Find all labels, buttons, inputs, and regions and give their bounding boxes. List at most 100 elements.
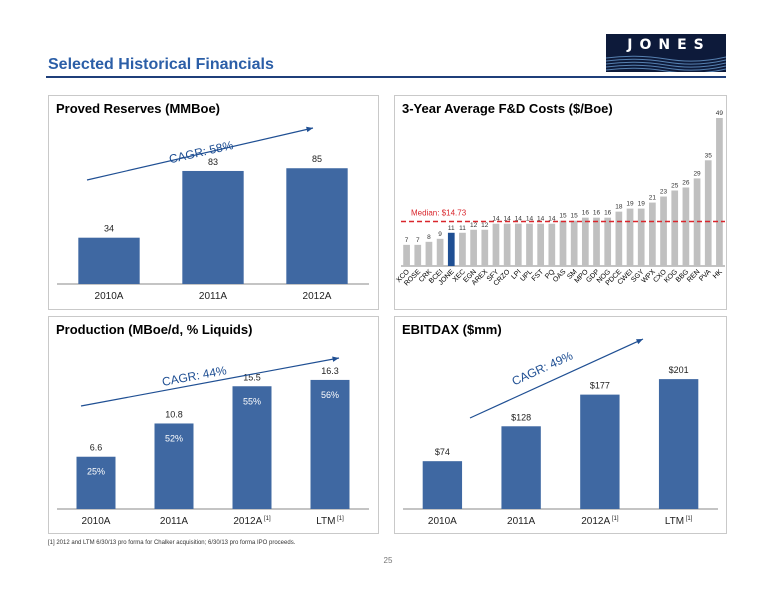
bar-sfy: [492, 223, 500, 266]
value-label: 16.3: [321, 366, 339, 376]
bar-sm: [570, 220, 578, 266]
ebitdax-chart: $74 2010A $128 2011A $177 2012A [1] $201 LTM [1…: [403, 338, 718, 527]
category-label: 2012A: [303, 291, 332, 302]
bar-2012a: [232, 386, 272, 509]
value-label: 7: [405, 237, 409, 244]
value-label: 19: [626, 201, 634, 208]
fd-costs-chart: 7XCO7ROSE8CRK9BCEI11JONE11XEC12EGN12AREX…: [395, 110, 725, 287]
page-number: 25: [383, 556, 393, 565]
bar-wpx: [649, 202, 656, 266]
value-label: 11: [448, 225, 455, 232]
bar-2012a: [286, 168, 348, 284]
bar-jone: [447, 232, 455, 266]
liquids-pct-label: 56%: [321, 390, 339, 400]
value-label: 12: [481, 222, 489, 229]
ticker-label: HK: [712, 268, 724, 280]
liquids-pct-label: 52%: [165, 433, 183, 443]
value-label: 8: [427, 234, 431, 241]
category-label: LTM [1]: [316, 516, 344, 527]
median-label: Median: $14.73: [411, 209, 467, 218]
value-label: 15.5: [243, 372, 261, 382]
value-label: 29: [693, 170, 701, 177]
value-label: 49: [716, 110, 724, 117]
trend-arrow-line: [80, 357, 340, 407]
logo-text: JONES: [627, 37, 711, 53]
title-divider: [46, 76, 726, 78]
value-label: 16: [604, 210, 612, 217]
ebitdax-panel: EBITDAX ($mm) $74 2010A $128 2011A $177 2012A…: [394, 316, 727, 534]
value-label: $201: [669, 365, 689, 375]
bar-pva: [704, 160, 712, 266]
bar-kog: [671, 190, 679, 266]
fd-costs-title: 3-Year Average F&D Costs ($/Boe): [402, 101, 613, 116]
bar-2010a: [78, 237, 140, 284]
bar-bcei: [436, 238, 444, 266]
value-label: 23: [660, 189, 668, 196]
bar-crzo: [503, 223, 511, 266]
bar-xco: [403, 244, 410, 266]
value-label: 35: [705, 152, 713, 159]
proved-reserves-panel: Proved Reserves (MMBoe) 34 2010A 83 2011A 85…: [48, 95, 379, 310]
bar-ltm: [658, 379, 699, 509]
value-label: 26: [682, 179, 690, 186]
liquids-pct-label: 25%: [87, 467, 105, 477]
category-label: 2011A: [507, 516, 536, 527]
category-label: 2011A: [199, 291, 228, 302]
bar-hk: [716, 118, 723, 266]
trend-arrow-head: [636, 339, 643, 345]
value-label: 14: [515, 216, 523, 223]
category-label: 2011A: [160, 516, 189, 527]
bar-2011a: [154, 423, 194, 509]
trend-arrow-line: [86, 127, 314, 181]
bar-cxo: [660, 196, 667, 266]
value-label: 83: [208, 157, 218, 167]
bar-2010a: [76, 456, 116, 509]
cagr-label: CAGR: 49%: [510, 348, 576, 388]
category-label: 2010A: [428, 516, 457, 527]
value-label: $128: [511, 412, 531, 422]
bar-arex: [481, 229, 489, 266]
bar-pdce: [615, 211, 623, 266]
value-label: 18: [615, 204, 623, 211]
cagr-label: CAGR: 58%: [168, 138, 235, 166]
value-label: 6.6: [90, 443, 103, 453]
value-label: 16: [593, 210, 601, 217]
value-label: 11: [459, 225, 466, 232]
value-label: $74: [435, 447, 450, 457]
bar-nog: [604, 217, 612, 266]
category-label: 2010A: [82, 516, 111, 527]
logo-graphic: [606, 55, 726, 72]
value-label: 7: [416, 237, 420, 244]
value-label: 21: [649, 195, 657, 202]
bar-lpi: [514, 223, 522, 266]
trend-arrow-head: [306, 126, 313, 133]
category-label: 2012A [1]: [581, 516, 619, 527]
value-label: 15: [571, 213, 579, 220]
bar-xec: [459, 232, 466, 266]
fd-costs-panel: 3-Year Average F&D Costs ($/Boe) 7 XCO 7 RO…: [394, 95, 727, 310]
value-label: 85: [312, 154, 322, 164]
value-label: 9: [438, 231, 442, 238]
bar-2012a: [580, 394, 620, 509]
page-title: Selected Historical Financials: [48, 56, 274, 73]
bar-bbg: [682, 187, 690, 266]
value-label: 19: [638, 201, 646, 208]
value-label: 14: [492, 216, 500, 223]
value-label: 14: [526, 216, 534, 223]
trend-arrow-head: [332, 356, 339, 362]
value-label: $177: [590, 381, 610, 391]
footnote: [1] 2012 and LTM 6/30/13 pro forma for C…: [48, 540, 296, 546]
category-label: LTM [1]: [665, 516, 693, 527]
bar-mpo: [581, 217, 589, 266]
category-label: 2012A [1]: [233, 516, 271, 527]
bar-2010a: [422, 461, 463, 509]
company-logo: JONES: [606, 34, 726, 72]
proved-reserves-chart: 34 2010A 83 2011A 85 2012A CAGR: 58%: [57, 126, 369, 302]
ticker-label: PVA: [698, 268, 713, 283]
bar-fst: [537, 223, 545, 266]
bar-cwei: [626, 208, 634, 266]
bar-gdp: [593, 217, 600, 266]
value-label: 14: [548, 216, 556, 223]
ebitdax-title: EBITDAX ($mm): [402, 322, 502, 337]
bar-sgy: [637, 208, 645, 266]
